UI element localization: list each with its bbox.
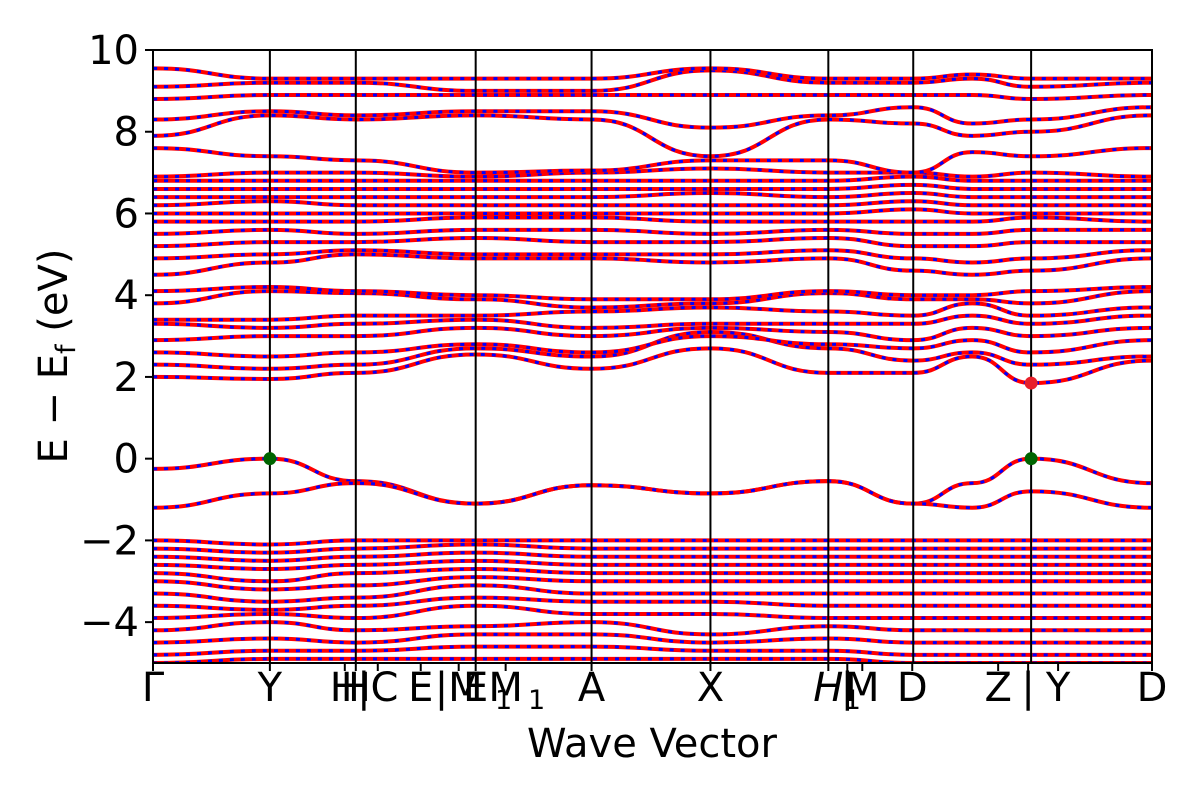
bands-layer [153,66,1152,663]
x-tick-labels: Γ Y HH|C E |ME M1 1 A X H 1|M D Z | Y D [142,665,1168,716]
band-edge-markers [263,376,1038,466]
x-tick-label: H [341,665,371,711]
band-line-dashed [153,314,1152,330]
y-tick-label: 4 [114,273,139,319]
band-line-dashed [153,236,1152,248]
band-line-dashed [153,620,1152,636]
y-tick-label: −2 [80,518,139,564]
y-tick-label: −4 [80,600,139,646]
band-line-dashed [153,93,1152,101]
x-tick-label: |C [357,665,398,711]
band-line [153,105,1152,130]
band-line-dashed [153,583,1152,604]
x-tick-label: 1 [528,685,545,716]
x-tick-label: D [1137,665,1168,711]
band-line-dashed [153,301,1152,322]
band-line-dashed [153,183,1152,191]
band-line [153,620,1152,637]
band-line [153,191,1152,200]
band-line [153,558,1152,572]
x-tick-label: H [813,665,843,711]
x-tick-label: | [841,665,854,711]
plot-frame [152,49,1153,664]
band-line-dashed [153,216,1152,224]
band-line [153,550,1152,563]
band-line [153,325,1152,343]
band-line-dashed [153,538,1152,546]
y-axis-title-sub: f [51,343,82,354]
band-line-dashed [153,66,1152,81]
band-line [153,227,1152,236]
y-tick-label: 6 [114,191,139,237]
y-tick-label: 10 [88,28,139,74]
cbm-marker [1024,376,1038,390]
x-tick-label: Γ [142,665,165,711]
vbm-marker [263,452,277,466]
x-tick-label: E [463,665,488,711]
band-line-dashed [153,596,1152,612]
band-line-dashed [153,199,1152,207]
y-tick-label: 0 [114,437,139,483]
x-tick-label: 1 [495,685,512,716]
band-line-dashed [153,146,1152,175]
x-tick-label: Y [257,665,283,711]
x-tick-label: 1 [844,685,861,716]
x-tick-label: X [697,665,724,711]
x-tick-label: D [897,665,928,711]
band-line-dashed [153,575,1152,591]
y-tick-labels: −4 −2 0 2 4 6 8 10 [80,28,139,646]
band-line [153,542,1152,555]
x-tick-label: A [578,665,606,711]
band-line-dashed [153,252,1152,277]
vbm-marker [1024,452,1038,466]
x-tick-label: M [845,665,880,711]
y-axis-title: E − Ef (eV) [31,249,82,464]
band-line-dashed [153,479,1152,510]
kpoint-separators [268,50,1033,663]
band-line [153,644,1152,657]
y-tick-label: 2 [114,355,139,401]
x-tick-label: M [488,665,523,711]
band-line [153,456,1152,506]
band-line [153,66,1152,81]
band-line-dashed [153,289,1152,309]
band-line-dashed [153,567,1152,583]
x-tick-label: Y [1045,665,1071,711]
band-line-dashed [153,334,1152,359]
band-line-dashed [153,657,1152,663]
band-line [153,334,1152,359]
y-tick-label: 8 [114,110,139,156]
band-line-dashed [153,248,1152,265]
band-line-dashed [153,68,1152,93]
band-line-dashed [153,330,1152,371]
y-axis-title-unit: (eV) [31,249,77,345]
x-tick-label: H [330,665,360,711]
x-tick-label: E [408,665,433,711]
band-line-dashed [153,167,1152,179]
y-axis-title-main: E − E [31,354,77,464]
x-tick-label: Z [984,665,1011,711]
x-axis-title: Wave Vector [527,721,778,767]
band-line-dashed [153,175,1152,183]
band-line [153,113,1152,159]
band-line-dashed [153,346,1152,385]
band-line [153,603,1152,621]
band-line [153,252,1152,277]
band-line-dashed [153,285,1152,301]
x-tick-label: |M [435,665,483,711]
x-tick-label: | [1021,665,1034,711]
axes [145,49,1153,671]
band-line-dashed [153,326,1152,342]
band-line-dashed [153,207,1152,215]
band-line [153,479,1152,510]
band-line-dashed [153,632,1152,645]
